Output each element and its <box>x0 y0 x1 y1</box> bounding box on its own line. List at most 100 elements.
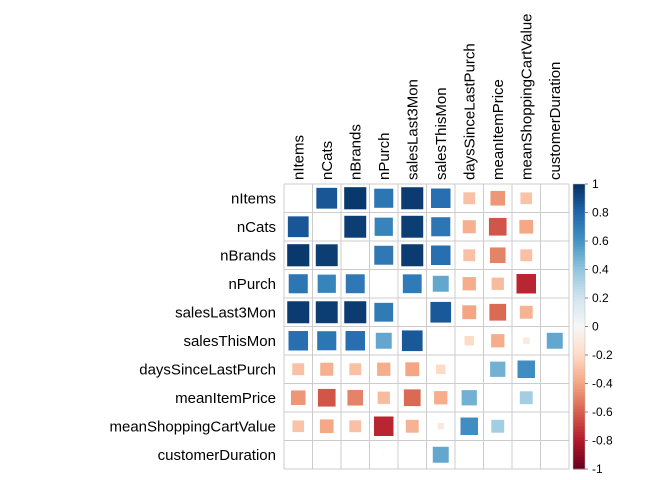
cell-nItems-salesLast3Mon <box>400 186 425 211</box>
colorbar-segment <box>573 263 585 268</box>
column-label-nCats: nCats <box>319 141 336 180</box>
colorbar-segment <box>573 440 585 444</box>
row-labels: nItems nCats nBrands nPurch salesLast3Mon sal… <box>109 190 276 464</box>
colorbar-segment <box>573 374 585 379</box>
grid-lines <box>283 183 570 470</box>
colorbar-tick-label: 0.4 <box>592 263 609 277</box>
colorbar-segment <box>573 397 585 402</box>
colorbar-segment <box>573 266 585 270</box>
cell-salesLast3Mon-daysSinceLastPurch <box>461 304 478 321</box>
colorbar-segment <box>573 201 585 205</box>
color-legend: 1 0.8 0.6 0.4 0.2 0 -0.2 -0.4 -0.6 -0.8 -1 <box>572 177 613 476</box>
cell-nCats-meanItemPrice <box>487 216 508 237</box>
colorbar-segment <box>573 232 585 236</box>
colorbar-segment <box>573 298 585 302</box>
colorbar-segment <box>573 198 585 202</box>
colorbar-segment <box>573 226 585 231</box>
colorbar-segment <box>573 326 585 330</box>
cell-nCats-meanShoppingCartValue <box>518 218 535 235</box>
colorbar-segment <box>573 184 585 188</box>
colorbar-segment <box>573 280 585 285</box>
cell-salesThisMon-daysSinceLastPurch <box>463 335 476 347</box>
cell-salesLast3Mon-nItems <box>286 300 311 325</box>
cell-nPurch-nBrands <box>344 273 366 295</box>
colorbar-segment <box>573 460 585 464</box>
colorbar-segment <box>573 431 585 436</box>
colorbar-segment <box>573 300 585 305</box>
cell-nPurch-daysSinceLastPurch <box>461 276 477 292</box>
colorbar-segment <box>573 238 585 242</box>
cell-nPurch-nItems <box>287 273 309 295</box>
colorbar-segment <box>573 235 585 239</box>
cell-nItems-daysSinceLastPurch <box>462 191 477 206</box>
colorbar-segment <box>573 463 585 467</box>
colorbar-segment <box>573 429 585 433</box>
colorbar-segment <box>573 323 585 327</box>
colorbar-segment <box>573 369 585 373</box>
cell-nBrands-nItems <box>286 243 311 268</box>
colorbar-segment <box>573 349 585 353</box>
cell-nPurch-salesThisMon <box>431 274 450 293</box>
colorbar-segment <box>573 335 585 339</box>
cell-nItems-nPurch <box>373 187 395 209</box>
column-label-daysSinceLastPurch: daysSinceLastPurch <box>461 43 478 180</box>
cell-nItems-meanItemPrice <box>489 189 507 207</box>
cell-salesThisMon-nItems <box>287 330 310 352</box>
colorbar-segment <box>573 206 585 211</box>
cell-salesLast3Mon-nBrands <box>343 300 368 325</box>
cell-meanItemPrice-nCats <box>316 387 337 408</box>
colorbar-segment <box>573 437 585 441</box>
cell-daysSinceLastPurch-nItems <box>291 362 306 377</box>
cell-nPurch-meanShoppingCartValue <box>515 273 538 295</box>
cell-meanShoppingCartValue-salesLast3Mon <box>404 418 420 434</box>
colorbar-segment <box>573 417 585 422</box>
colorbar-segment <box>573 192 585 196</box>
cell-meanShoppingCartValue-daysSinceLastPurch <box>459 416 479 436</box>
colorbar-segment <box>573 434 585 439</box>
colorbar-segment <box>573 383 585 387</box>
cell-salesThisMon-salesLast3Mon <box>400 329 424 353</box>
row-label-daysSinceLastPurch: daysSinceLastPurch <box>139 361 276 378</box>
column-labels: nItems nCats nBrands nPurch salesLast3Mon sal… <box>290 13 564 180</box>
cell-customerDuration-nPurch <box>382 453 386 457</box>
row-label-nCats: nCats <box>237 219 276 236</box>
colorbar-segment <box>573 252 585 256</box>
cell-meanShoppingCartValue-nCats <box>318 418 335 435</box>
colorbar-tick-label: 0.8 <box>592 206 609 220</box>
cell-nItems-nBrands <box>343 186 368 211</box>
colorbar-tick-label: -0.2 <box>592 348 613 362</box>
colorbar-segment <box>573 352 585 356</box>
cell-meanItemPrice-nPurch <box>376 390 391 405</box>
colorbar-segment <box>573 337 585 342</box>
colorbar-segment <box>573 283 585 288</box>
colorbar-segment <box>573 357 585 362</box>
cell-daysSinceLastPurch-salesLast3Mon <box>404 361 421 378</box>
cell-salesLast3Mon-nPurch <box>373 301 395 323</box>
column-label-nPurch: nPurch <box>376 132 393 180</box>
cell-meanItemPrice-nBrands <box>346 388 365 407</box>
cell-nPurch-meanItemPrice <box>490 276 505 291</box>
colorbar-tick-label: -0.8 <box>592 434 613 448</box>
colorbar-segment <box>573 360 585 365</box>
colorbar-segment <box>573 315 585 319</box>
cell-salesThisMon-nBrands <box>344 330 367 352</box>
cell-nItems-nCats <box>315 186 339 210</box>
colorbar-segment <box>573 457 585 461</box>
colorbar-segment <box>573 295 585 299</box>
colorbar-segment <box>573 400 585 404</box>
cell-salesThisMon-meanItemPrice <box>490 333 506 349</box>
colorbar-segment <box>573 212 585 216</box>
colorbar-segment <box>573 306 585 310</box>
cell-meanItemPrice-salesLast3Mon <box>402 388 422 408</box>
colorbar-segment <box>573 406 585 410</box>
cell-nCats-nBrands <box>343 214 368 239</box>
colorbar-tick-label: -0.6 <box>592 405 613 419</box>
row-label-nBrands: nBrands <box>220 247 276 264</box>
cell-meanShoppingCartValue-meanItemPrice <box>490 418 506 434</box>
row-label-meanShoppingCartValue: meanShoppingCartValue <box>109 418 276 435</box>
colorbar-segment <box>573 423 585 427</box>
colorbar-segment <box>573 366 585 370</box>
cell-salesThisMon-nPurch <box>374 331 393 350</box>
colorbar-segment <box>573 451 585 456</box>
colorbar-segment <box>573 203 585 208</box>
